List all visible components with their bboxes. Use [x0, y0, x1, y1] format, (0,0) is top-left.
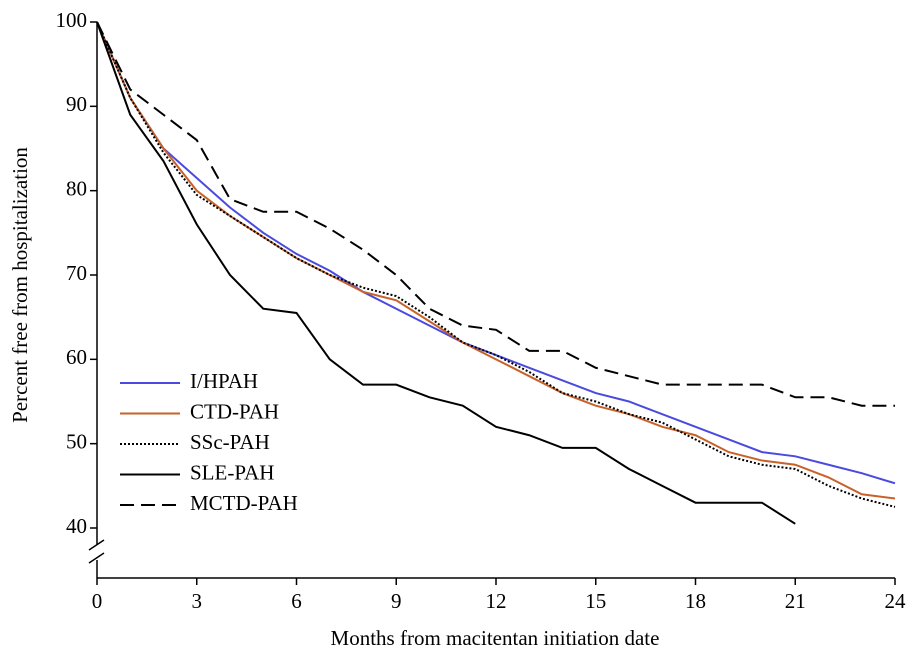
- x-tick-label: 12: [486, 589, 507, 613]
- y-tick-label: 70: [66, 261, 87, 285]
- y-tick-label: 40: [66, 514, 87, 538]
- x-tick-label: 24: [885, 589, 907, 613]
- y-axis-label: Percent free from hospitalization: [8, 147, 32, 423]
- y-tick-label: 90: [66, 92, 87, 116]
- y-tick-label: 60: [66, 345, 87, 369]
- x-tick-label: 21: [785, 589, 806, 613]
- legend-label: SSc-PAH: [190, 430, 270, 454]
- axis-break: [88, 539, 105, 551]
- x-tick-label: 15: [585, 589, 606, 613]
- y-tick-label: 100: [56, 8, 88, 32]
- y-tick-label: 50: [66, 429, 87, 453]
- axis-break: [88, 552, 105, 564]
- series-line: [96, 21, 896, 508]
- y-tick-label: 80: [66, 176, 87, 200]
- series-line: [96, 21, 895, 407]
- legend-label: I/HPAH: [190, 369, 258, 393]
- legend-label: MCTD-PAH: [190, 491, 298, 515]
- x-tick-label: 3: [192, 589, 203, 613]
- x-tick-label: 18: [685, 589, 706, 613]
- legend-label: SLE-PAH: [190, 460, 274, 484]
- x-tick-label: 0: [92, 589, 103, 613]
- series-line: [96, 21, 896, 485]
- x-tick-label: 9: [391, 589, 402, 613]
- legend-label: CTD-PAH: [190, 399, 279, 423]
- x-tick-label: 6: [291, 589, 302, 613]
- series-line: [96, 21, 796, 525]
- x-axis-label: Months from macitentan initiation date: [331, 626, 660, 650]
